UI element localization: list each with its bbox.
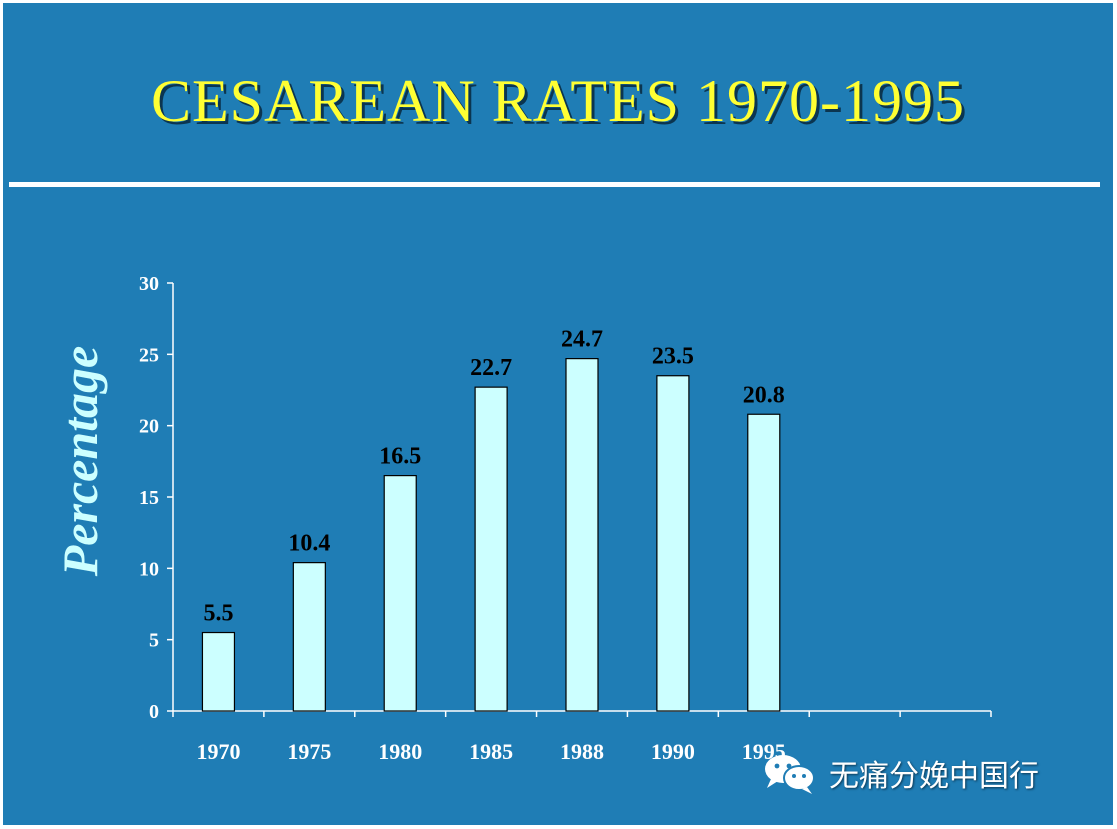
y-tick-label: 0 xyxy=(149,701,159,723)
wechat-icon xyxy=(765,755,815,794)
x-tick-label-1975: 1975 xyxy=(287,739,331,764)
bar-1985 xyxy=(474,386,508,712)
title-divider xyxy=(9,182,1100,187)
data-label-1975: 10.4 xyxy=(288,531,330,557)
bar-chart: Percentage 0 5 10 15 20 25 30 5.5 1970 10.4 1975 16.… xyxy=(52,273,992,764)
x-tick-label-1980: 1980 xyxy=(378,739,422,764)
x-tick-label-1988: 1988 xyxy=(560,739,604,764)
data-label-1995: 20.8 xyxy=(743,382,785,408)
data-label-1985: 22.7 xyxy=(470,355,512,381)
data-label-1980: 16.5 xyxy=(379,444,421,470)
y-tick-label: 5 xyxy=(149,630,159,652)
data-label-1970: 5.5 xyxy=(203,601,233,627)
bar-1990 xyxy=(656,375,690,712)
y-tick-label: 25 xyxy=(139,344,159,366)
bar-1980 xyxy=(383,475,417,712)
slide: CESAREAN RATES 1970-1995 Percentage 0 5 10 1… xyxy=(3,3,1113,825)
watermark: 无痛分娩中国行 xyxy=(761,751,1039,795)
bar-1988 xyxy=(565,358,599,712)
y-tick-label: 20 xyxy=(139,416,159,438)
x-tick-label-1990: 1990 xyxy=(651,739,695,764)
data-label-1990: 23.5 xyxy=(652,344,694,370)
y-tick-label: 15 xyxy=(139,487,159,509)
bar-1975 xyxy=(292,562,326,712)
slide-title: CESAREAN RATES 1970-1995 xyxy=(150,68,966,134)
watermark-text: 无痛分娩中国行 xyxy=(829,759,1039,794)
data-label-1988: 24.7 xyxy=(561,327,603,353)
x-tick-label-1985: 1985 xyxy=(469,739,513,764)
y-axis-label: Percentage xyxy=(52,346,108,577)
y-tick-label: 30 xyxy=(139,273,159,295)
y-tick-label: 10 xyxy=(139,558,159,580)
bar-1970 xyxy=(201,631,236,712)
x-tick-label-1970: 1970 xyxy=(196,739,240,764)
bar-1995 xyxy=(747,413,781,712)
